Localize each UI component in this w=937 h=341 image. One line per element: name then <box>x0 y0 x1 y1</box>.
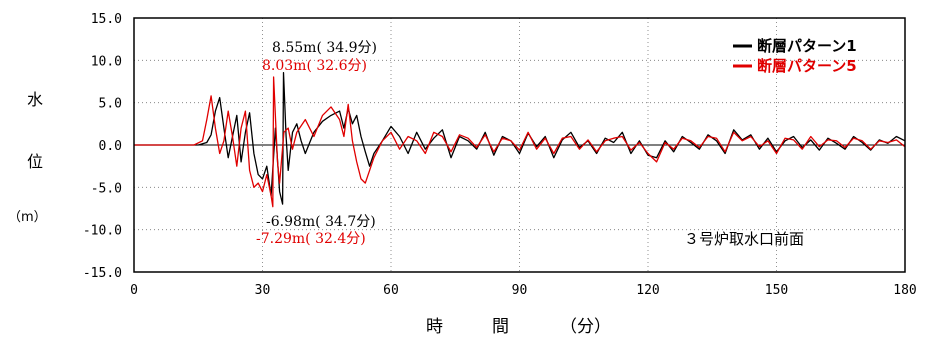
x-tick-label: 0 <box>130 283 138 298</box>
y-axis-label-char2: 位 <box>27 152 43 171</box>
location-label: ３号炉取水口前面 <box>684 230 804 248</box>
x-tick-label: 30 <box>255 283 271 298</box>
plot-frame <box>133 17 906 273</box>
y-tick-label: -5.0 <box>91 181 122 196</box>
series-line-2 <box>134 76 906 208</box>
y-axis-unit: （m） <box>8 210 47 225</box>
legend-label-pattern5: 断層パターン5 <box>757 57 857 75</box>
x-axis-unit: （分） <box>560 317 611 337</box>
y-tick-label: 0.0 <box>99 139 122 154</box>
x-tick-label: 60 <box>383 283 399 298</box>
x-tick-label: 120 <box>636 283 659 298</box>
x-axis-label-char2: 間 <box>492 317 509 337</box>
y-tick-label: 10.0 <box>91 54 122 69</box>
legend: 断層パターン1 断層パターン5 <box>733 37 857 75</box>
y-tick-label: -15.0 <box>83 266 122 281</box>
x-tick-label: 150 <box>765 283 788 298</box>
annotation-max-pattern5: 8.03m( 32.6分) <box>262 58 367 74</box>
annotation-min-pattern1: -6.98m( 34.7分) <box>266 214 376 230</box>
x-tick-label: 180 <box>893 283 916 298</box>
legend-label-pattern1: 断層パターン1 <box>757 37 857 55</box>
y-tick-labels: 15.0 10.0 5.0 0.0 -5.0 -10.0 -15.0 <box>83 12 122 281</box>
x-tick-label: 90 <box>512 283 528 298</box>
y-tick-label: 5.0 <box>99 97 122 112</box>
series-lines <box>134 71 906 208</box>
y-tick-label: 15.0 <box>91 12 122 27</box>
y-tick-label: -10.0 <box>83 224 122 239</box>
annotation-min-pattern5: -7.29m( 32.4分) <box>256 231 366 247</box>
x-axis-label-char1: 時 <box>426 317 443 337</box>
x-tick-labels: 0 30 60 90 120 150 180 <box>130 283 917 298</box>
annotation-max-pattern1: 8.55m( 34.9分) <box>272 40 377 56</box>
y-axis-label-char1: 水 <box>27 90 43 109</box>
